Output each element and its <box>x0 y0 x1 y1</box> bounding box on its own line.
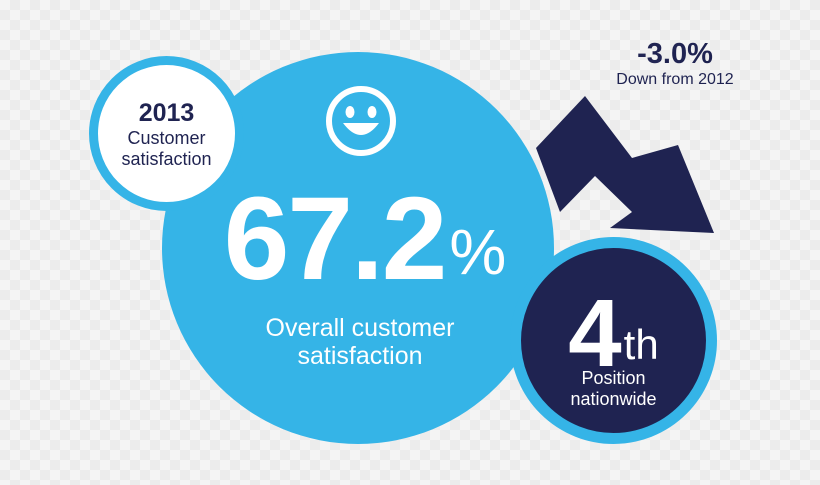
rank-label-line1: Position <box>581 368 646 388</box>
year-badge-label-line2: satisfaction <box>121 148 212 169</box>
rank-label: Position nationwide <box>521 368 706 410</box>
rank-suffix: th <box>623 321 659 368</box>
change-annotation: -3.0% Down from 2012 <box>585 38 765 90</box>
rank-badge: 4 th Position nationwide <box>510 237 717 444</box>
percentage-number: 67.2 <box>223 173 448 305</box>
year-text: 2013 <box>138 98 195 127</box>
overall-satisfaction-label-line1: Overall customer <box>265 314 455 342</box>
year-badge: 2013 Customer satisfaction <box>89 56 244 211</box>
overall-satisfaction-value: 67.2 % <box>205 180 525 298</box>
change-value: -3.0% <box>637 38 713 70</box>
overall-satisfaction-label: Overall customer satisfaction <box>200 314 520 370</box>
percent-sign: % <box>449 216 507 288</box>
rank-value: 4 th <box>521 286 706 382</box>
change-label: Down from 2012 <box>616 71 734 88</box>
smiley-face-icon <box>326 86 396 156</box>
rank-number: 4 <box>568 280 622 387</box>
rank-label-line2: nationwide <box>570 389 657 409</box>
year-badge-label-line1: Customer <box>127 127 206 148</box>
overall-satisfaction-label-line2: satisfaction <box>297 342 423 370</box>
